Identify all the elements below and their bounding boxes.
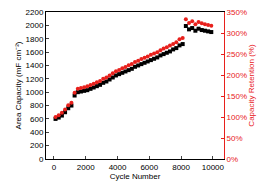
svg-text:1200: 1200	[26, 75, 44, 84]
svg-text:100%: 100%	[227, 113, 247, 122]
svg-text:150%: 150%	[227, 92, 247, 101]
svg-text:200%: 200%	[227, 71, 247, 80]
svg-text:Capacity Retention (%): Capacity Retention (%)	[247, 44, 256, 127]
svg-text:1600: 1600	[26, 48, 44, 57]
svg-text:250%: 250%	[227, 50, 247, 59]
svg-text:2000: 2000	[77, 163, 95, 172]
svg-text:350%: 350%	[227, 8, 247, 17]
svg-text:1400: 1400	[26, 61, 44, 70]
svg-text:0: 0	[52, 163, 57, 172]
svg-text:Cycle Number: Cycle Number	[110, 172, 161, 181]
svg-text:Area Capacity (mF cm⁻²): Area Capacity (mF cm⁻²)	[14, 41, 23, 129]
svg-text:600: 600	[30, 115, 44, 124]
svg-text:6000: 6000	[140, 163, 158, 172]
svg-text:10000: 10000	[202, 163, 225, 172]
svg-text:400: 400	[30, 128, 44, 137]
svg-text:8000: 8000	[172, 163, 190, 172]
svg-text:1800: 1800	[26, 35, 44, 44]
svg-text:2000: 2000	[26, 21, 44, 30]
svg-text:0: 0	[39, 155, 44, 164]
svg-text:50%: 50%	[227, 134, 243, 143]
svg-text:0%: 0%	[227, 155, 239, 164]
svg-text:2200: 2200	[26, 8, 44, 17]
svg-text:4000: 4000	[109, 163, 127, 172]
svg-text:300%: 300%	[227, 29, 247, 38]
svg-text:200: 200	[30, 141, 44, 150]
svg-text:800: 800	[30, 101, 44, 110]
svg-text:1000: 1000	[26, 88, 44, 97]
